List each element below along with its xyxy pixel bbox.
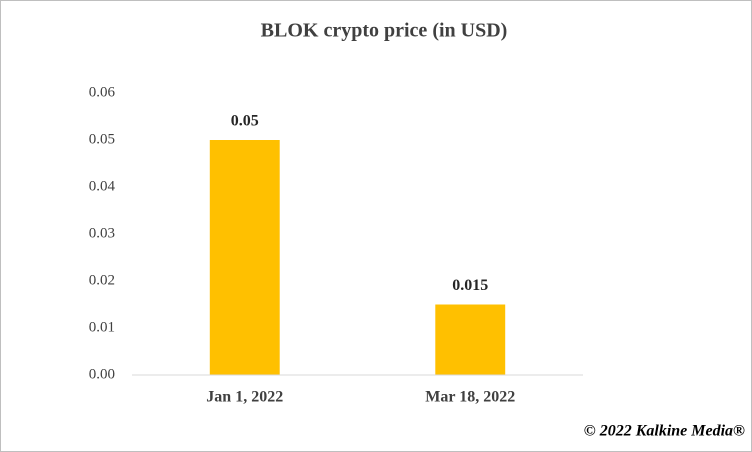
y-tick-label: 0.00 bbox=[89, 366, 115, 382]
y-tick-label: 0.04 bbox=[89, 178, 116, 194]
chart-title: BLOK crypto price (in USD) bbox=[261, 20, 508, 42]
y-tick-label: 0.01 bbox=[89, 319, 115, 335]
value-label: 0.015 bbox=[452, 277, 488, 294]
watermark: © 2022 Kalkine Media® bbox=[584, 423, 745, 440]
x-tick-label: Jan 1, 2022 bbox=[206, 389, 283, 406]
bar bbox=[435, 304, 506, 375]
x-tick-label: Mar 18, 2022 bbox=[425, 389, 515, 406]
value-label: 0.05 bbox=[231, 113, 259, 130]
y-tick-label: 0.02 bbox=[89, 272, 115, 288]
bar bbox=[209, 140, 280, 375]
y-tick-label: 0.06 bbox=[89, 84, 116, 100]
y-tick-label: 0.05 bbox=[89, 131, 115, 147]
y-tick-label: 0.03 bbox=[89, 225, 115, 241]
